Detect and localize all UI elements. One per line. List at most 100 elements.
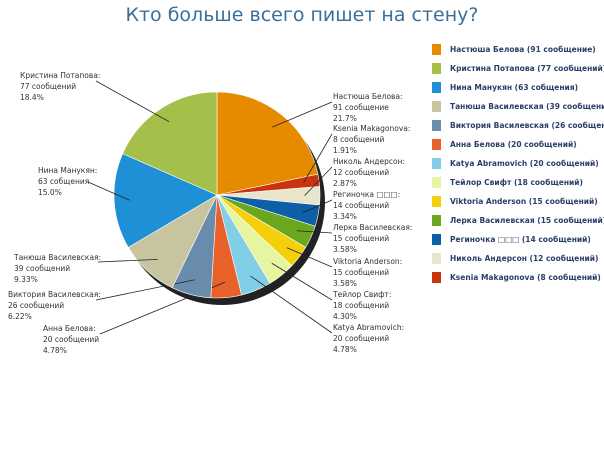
- slice-label-line: Танюша Василевская:: [14, 253, 102, 262]
- legend-label: Виктория Василевская (26 сообщений): [450, 121, 604, 130]
- legend-item: Viktoria Anderson (15 сообщений): [432, 192, 604, 211]
- slice-label-line: 4.78%: [333, 345, 357, 354]
- legend-item: Виктория Василевская (26 сообщений): [432, 116, 604, 135]
- legend-item: Николь Андерсон (12 сообщений): [432, 249, 604, 268]
- slice-label-line: Тейлор Свифт:: [333, 290, 392, 299]
- slice-label-line: 26 сообщений: [8, 301, 65, 310]
- legend-label: Ksenia Makagonova (8 сообщений): [450, 273, 601, 282]
- legend-item: Ksenia Makagonova (8 сообщений): [432, 268, 604, 287]
- legend-label: Анна Белова (20 сообщений): [450, 140, 577, 149]
- legend-swatch: [432, 272, 441, 283]
- legend-label: Кристина Потапова (77 сообщений): [450, 64, 604, 73]
- slice-label-line: 18.4%: [20, 93, 44, 102]
- legend-swatch: [432, 82, 441, 93]
- leader-line: [97, 259, 158, 263]
- leader-line: [95, 80, 170, 123]
- slice-label: Katya Abramovich: 20 сообщений 4.78%: [333, 322, 404, 355]
- slice-label-line: 6.22%: [8, 312, 32, 321]
- slice-label: Танюша Василевская: 39 сообщений 9.33%: [14, 252, 101, 285]
- slice-label-line: 3.58%: [333, 279, 357, 288]
- slice-label-line: 2.87%: [333, 179, 357, 188]
- legend-swatch: [432, 44, 441, 55]
- legend-item: Анна Белова (20 сообщений): [432, 135, 604, 154]
- slice-label-line: 39 сообщений: [14, 264, 71, 273]
- slice-label: Кристина Потапова: 77 сообщений 18.4%: [20, 70, 100, 103]
- legend-swatch: [432, 120, 441, 131]
- leader-line: [302, 199, 333, 214]
- slice-label: Нина Манукян: 63 собщения 15.0%: [38, 165, 97, 198]
- slice-label-line: 4.78%: [43, 346, 67, 355]
- legend-label: Katya Abramovich (20 сообщений): [450, 159, 599, 168]
- slice-label-line: 1.91%: [333, 146, 357, 155]
- slice-label-line: 4.30%: [333, 312, 357, 321]
- slice-label: Тейлор Свифт: 18 сообщений 4.30%: [333, 289, 391, 322]
- slice-label: Николь Андерсон: 12 сообщений 2.87%: [333, 156, 405, 189]
- legend-swatch: [432, 253, 441, 264]
- legend-item: Katya Abramovich (20 сообщений): [432, 154, 604, 173]
- legend-swatch: [432, 63, 441, 74]
- legend-label: Viktoria Anderson (15 сообщений): [450, 197, 598, 206]
- slice-label-line: 21.7%: [333, 114, 357, 123]
- legend-item: Нина Манукян (63 собщения): [432, 78, 604, 97]
- slice-label-line: 77 сообщений: [20, 82, 77, 91]
- slice-label-line: 91 сообщение: [333, 103, 389, 112]
- slice-label-line: Нина Манукян:: [38, 166, 98, 175]
- leader-line: [286, 247, 333, 268]
- legend-label: Нина Манукян (63 собщения): [450, 83, 579, 92]
- legend-item: Лерка Василевская (15 сообщений): [432, 211, 604, 230]
- legend-label: Настюша Белова (91 сообщение): [450, 45, 596, 54]
- legend-label: Николь Андерсон (12 сообщений): [450, 254, 599, 263]
- slice-label-line: Региночка □□□:: [333, 190, 401, 199]
- legend-swatch: [432, 158, 441, 169]
- legend-swatch: [432, 177, 441, 188]
- slice-label-line: Николь Андерсон:: [333, 157, 405, 166]
- legend-item: Кристина Потапова (77 сообщений): [432, 59, 604, 78]
- slice-label-line: 20 сообщений: [333, 334, 390, 343]
- leader-line: [303, 133, 333, 183]
- pie-slice: [122, 91, 218, 196]
- slice-label: Ksenia Makagonova: 8 сообщений 1.91%: [333, 123, 410, 156]
- legend-label: Региночка □□□ (14 сообщений): [450, 235, 591, 244]
- leader-line: [95, 279, 195, 301]
- leader-line: [304, 166, 333, 196]
- slice-label-line: 15 сообщений: [333, 234, 390, 243]
- slice-label: Viktoria Anderson: 15 сообщений 3.58%: [333, 256, 402, 289]
- legend-swatch: [432, 234, 441, 245]
- slice-label-line: Анна Белова:: [43, 324, 96, 333]
- chart-title: Кто больше всего пишет на стену?: [125, 4, 479, 26]
- slice-label-line: 63 собщения: [38, 177, 90, 186]
- slice-label-line: Ksenia Makagonova:: [333, 124, 411, 133]
- legend-swatch: [432, 215, 441, 226]
- legend-label: Лерка Василевская (15 сообщений): [450, 216, 604, 225]
- slice-label-line: Настюша Белова:: [333, 92, 403, 101]
- slice-label: Региночка □□□: 14 сообщений 3.34%: [333, 189, 400, 222]
- slice-label-line: 18 сообщений: [333, 301, 390, 310]
- leader-line: [272, 101, 333, 128]
- slice-label-line: 8 сообщений: [333, 135, 385, 144]
- slice-label-line: Katya Abramovich:: [333, 323, 405, 332]
- leader-line: [87, 181, 130, 201]
- leader-line: [250, 275, 333, 334]
- slice-label: Виктория Василевская: 26 сообщений 6.22%: [8, 289, 101, 322]
- pie-slice: [216, 91, 319, 196]
- pie-slice: [113, 153, 218, 248]
- legend-swatch: [432, 101, 441, 112]
- leader-line: [271, 262, 333, 301]
- legend-label: Тейлор Свифт (18 сообщений): [450, 178, 583, 187]
- slice-label-line: Viktoria Anderson:: [333, 257, 403, 266]
- slice-label: Анна Белова: 20 сообщений 4.78%: [43, 323, 99, 356]
- legend-swatch: [432, 139, 441, 150]
- slice-label-line: 9.33%: [14, 275, 38, 284]
- slice-label: Лерка Василевская: 15 сообщений 3.58%: [333, 222, 412, 255]
- legend-swatch: [432, 196, 441, 207]
- slice-label-line: 20 сообщений: [43, 335, 100, 344]
- legend-item: Танюша Василевская (39 сообщений): [432, 97, 604, 116]
- slice-label-line: Лерка Василевская:: [333, 223, 413, 232]
- leader-line: [296, 230, 333, 234]
- slice-label-line: 14 сообщений: [333, 201, 390, 210]
- slice-label-line: 15 сообщений: [333, 268, 390, 277]
- legend-item: Тейлор Свифт (18 сообщений): [432, 173, 604, 192]
- slice-label-line: 3.58%: [333, 245, 357, 254]
- legend-label: Танюша Василевская (39 сообщений): [450, 102, 604, 111]
